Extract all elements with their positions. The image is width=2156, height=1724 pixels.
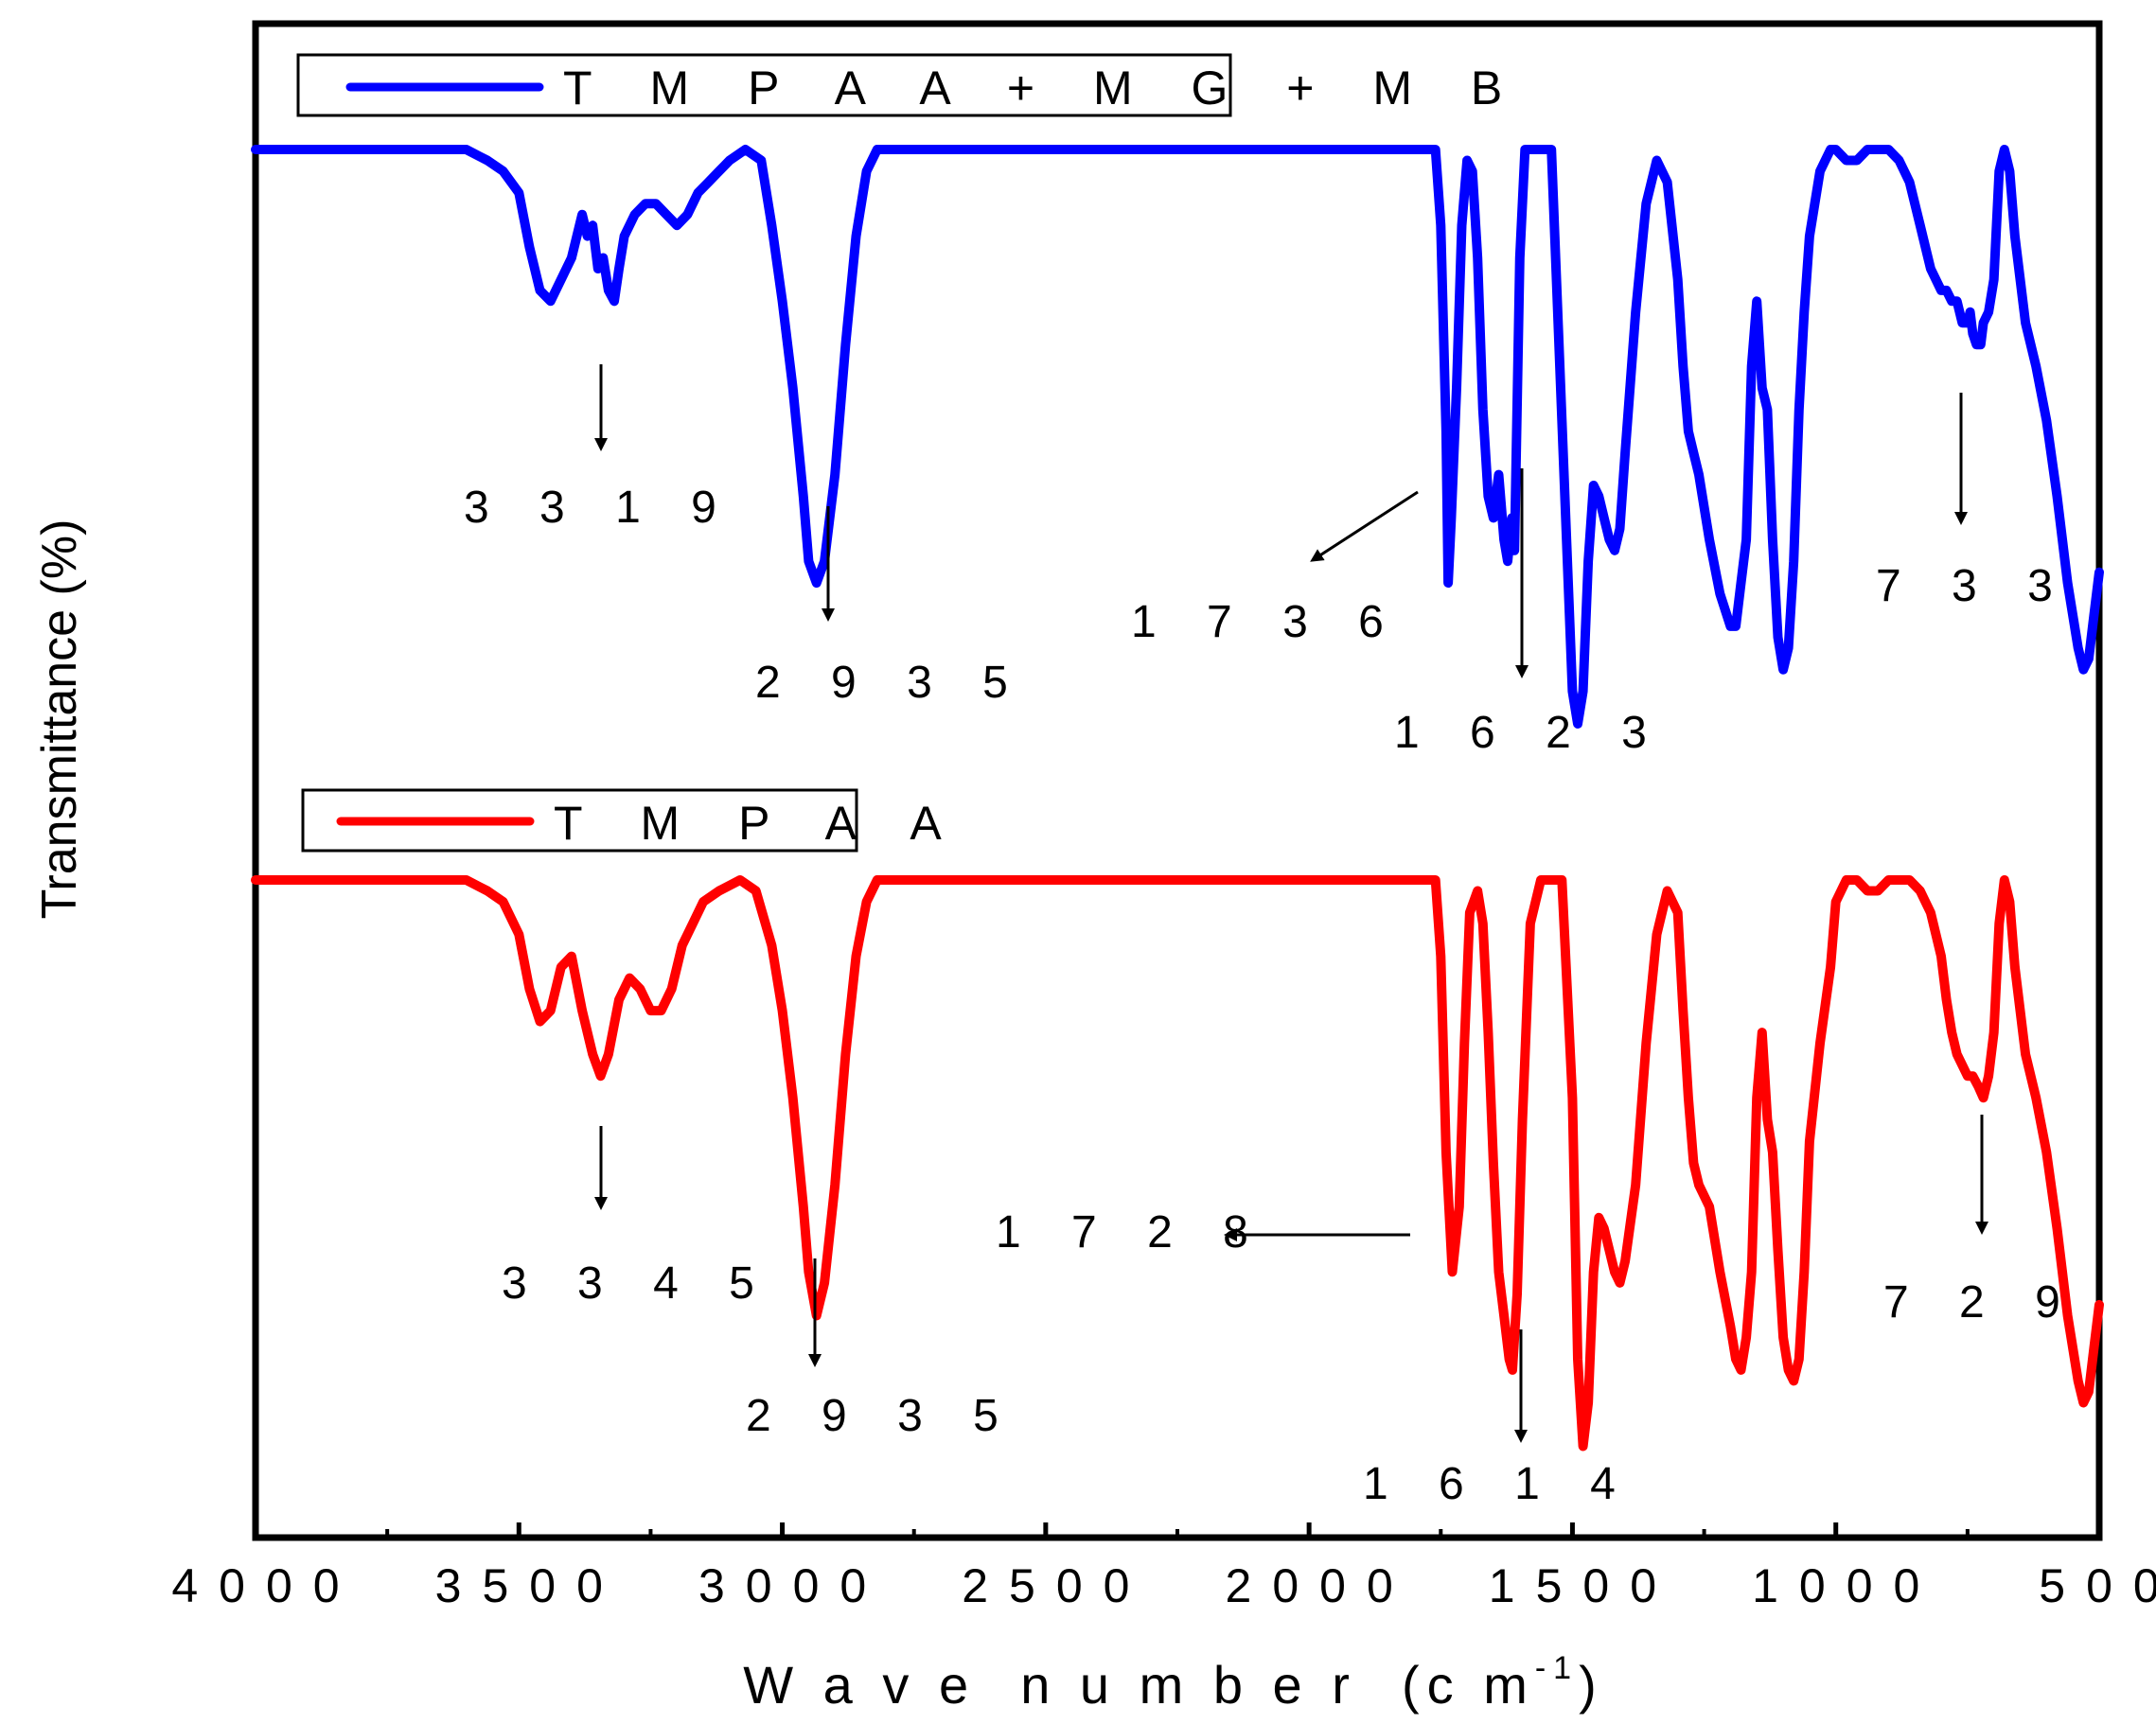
- peak-label-733: 7 3 3: [1876, 561, 2072, 611]
- x-tick-label: 2000: [1226, 1559, 1414, 1612]
- y-axis-title: Transmittance (%): [32, 519, 87, 920]
- x-tick-label: 1500: [1489, 1559, 1677, 1612]
- peak-label-3345: 3 3 4 5: [502, 1258, 773, 1309]
- x-tick-label: 500: [2039, 1559, 2156, 1612]
- legend-red: T M P A A: [301, 788, 964, 853]
- peak-label-1614: 1 6 1 4: [1363, 1459, 1635, 1509]
- peak-label-729: 7 2 9: [1883, 1277, 2079, 1328]
- legend-blue-label: T M P A A + M G + M B: [563, 62, 1525, 114]
- arrow-1736: [1310, 490, 1419, 562]
- legend-red-label: T M P A A: [554, 797, 964, 850]
- peak-label-3319: 3 3 1 9: [464, 483, 735, 533]
- x-axis-title: W a v e n u m b e r (c m-1): [743, 1650, 1603, 1715]
- x-axis-title-main: W a v e n u m b e r (c m: [743, 1655, 1535, 1715]
- peak-labels: 3 3 1 9 2 9 3 5 1 7 3 6 1 6 2 3 7 3 3 3 …: [464, 483, 2079, 1509]
- x-tick-label: 2500: [962, 1559, 1150, 1612]
- x-tick-label: 1000: [1752, 1559, 1940, 1612]
- series-line-1: [251, 875, 2104, 1451]
- peak-label-1736: 1 7 3 6: [1131, 597, 1403, 647]
- peak-arrows: [594, 364, 1988, 1443]
- x-axis-title-close: ): [1579, 1655, 1604, 1715]
- x-tick-label: 3000: [698, 1559, 887, 1612]
- x-axis-title-sup: -1: [1535, 1650, 1579, 1686]
- series-line-0: [251, 145, 2104, 729]
- peak-label-1728: 1 7 2 8: [996, 1207, 1267, 1258]
- peak-label-1623: 1 6 2 3: [1394, 708, 1666, 758]
- series-group: [251, 145, 2104, 1451]
- x-axis-ticks: 4000 3500 3000 2500 2000 1500 1000 500: [171, 1522, 2156, 1612]
- peak-label-2935-bottom: 2 9 3 5: [746, 1391, 1017, 1441]
- peak-label-2935-top: 2 9 3 5: [755, 658, 1027, 708]
- x-tick-label: 4000: [171, 1559, 360, 1612]
- legend-blue: T M P A A + M G + M B: [296, 53, 1525, 117]
- x-tick-label: 3500: [435, 1559, 624, 1612]
